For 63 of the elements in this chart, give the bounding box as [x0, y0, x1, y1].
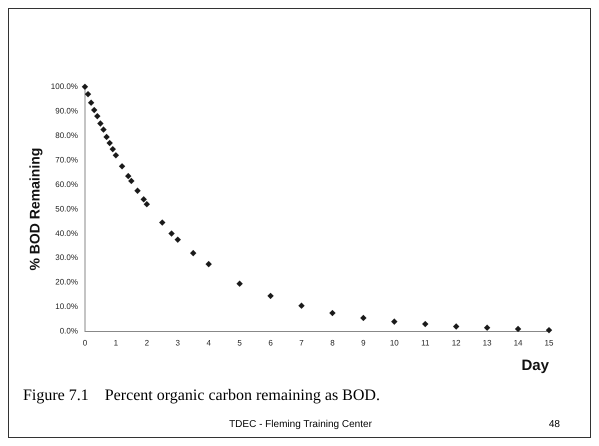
- point: [452, 323, 460, 330]
- point: [100, 126, 107, 133]
- x-tick-label: 0: [82, 338, 88, 348]
- point: [159, 219, 166, 226]
- point: [205, 260, 212, 268]
- point: [82, 84, 88, 90]
- point: [168, 230, 175, 237]
- point: [91, 106, 98, 114]
- x-tick-label: 10: [390, 338, 400, 348]
- y-tick-label: 10.0%: [55, 302, 78, 312]
- point: [128, 178, 135, 184]
- point: [174, 236, 181, 243]
- y-tick-label: 100.0%: [50, 82, 78, 92]
- y-tick-label: 30.0%: [55, 253, 78, 262]
- y-tick-label: 60.0%: [55, 180, 78, 189]
- y-tick-label: 40.0%: [55, 228, 78, 238]
- point: [103, 134, 110, 140]
- point: [106, 140, 113, 146]
- y-tick-label: 20.0%: [55, 278, 78, 287]
- point: [236, 280, 243, 287]
- y-tick-label: 50.0%: [55, 204, 78, 214]
- y-tick-label: 0.0%: [60, 326, 78, 336]
- text: 48: [548, 419, 560, 430]
- point: [144, 201, 150, 208]
- x-tick-label: 13: [482, 338, 492, 348]
- point: [84, 90, 92, 98]
- x-tick-label: 4: [206, 338, 212, 348]
- point: [267, 292, 274, 300]
- point: [94, 112, 101, 120]
- x-tick-label: 6: [268, 338, 274, 348]
- point: [110, 146, 116, 152]
- x-tick-label: 5: [237, 338, 242, 348]
- x-tick-label: 14: [514, 338, 524, 348]
- point: [140, 196, 147, 203]
- point: [360, 314, 367, 322]
- point: [97, 120, 104, 127]
- x-tick-label: 1: [114, 338, 119, 348]
- point: [391, 318, 398, 325]
- text: TDEC - Fleming Training Center: [229, 419, 372, 430]
- point: [88, 100, 94, 106]
- y-tick-label: 70.0%: [55, 155, 78, 164]
- x-tick-label: 11: [421, 338, 430, 348]
- point: [422, 320, 428, 328]
- y-tick-label: 90.0%: [55, 106, 78, 116]
- point: [484, 324, 490, 331]
- point: [118, 163, 126, 170]
- x-tick-label: 3: [176, 338, 181, 348]
- point: [190, 250, 196, 256]
- point: [125, 172, 132, 180]
- x-tick-label: 15: [544, 338, 554, 348]
- x-tick-label: 7: [299, 338, 304, 348]
- x-axis-title: Day: [521, 357, 550, 374]
- point: [329, 310, 336, 316]
- x-tick-label: 8: [330, 338, 336, 348]
- x-tick-label: 9: [361, 338, 366, 348]
- x-tick-label: 2: [144, 338, 150, 348]
- caption: Figure 7.1 Percent organic carbon remaining as BOD.: [23, 387, 380, 405]
- x-tick-label: 12: [452, 338, 462, 348]
- y-tick-label: 80.0%: [55, 130, 78, 140]
- point: [514, 326, 522, 332]
- y-axis-title: % BOD Remaining: [26, 148, 42, 271]
- point: [112, 152, 120, 158]
- point: [546, 326, 552, 334]
